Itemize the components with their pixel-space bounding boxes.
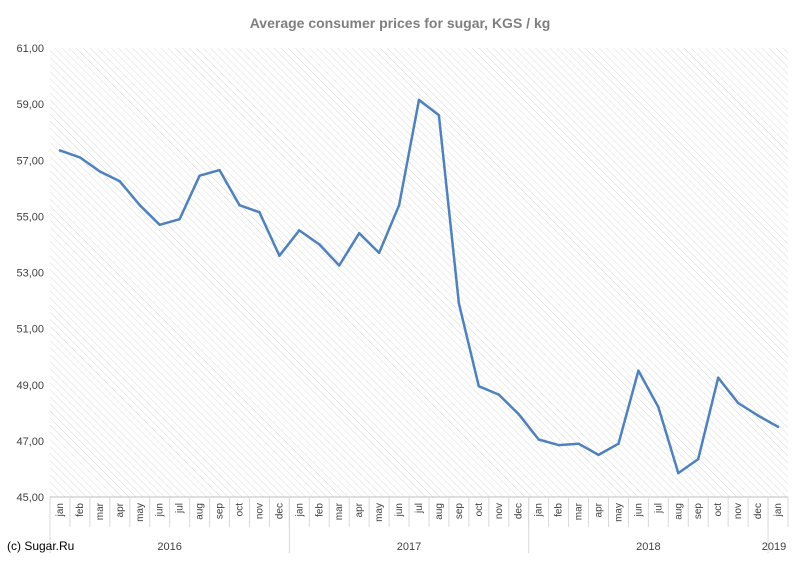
x-tick-label: jul <box>414 503 425 514</box>
data-point <box>98 170 102 173</box>
credit-label: (c) Sugar.Ru <box>7 539 74 553</box>
x-tick-label: apr <box>594 502 605 517</box>
data-point <box>477 385 480 388</box>
data-point <box>756 414 760 417</box>
year-label: 2019 <box>762 541 786 553</box>
x-tick-label: sep <box>454 503 465 520</box>
y-tick-label: 47,00 <box>16 436 44 448</box>
x-tick-label: nov <box>254 503 265 519</box>
y-tick-label: 49,00 <box>16 380 44 392</box>
x-tick-label: feb <box>75 503 86 517</box>
x-tick-label: jan <box>773 503 784 517</box>
data-point <box>557 443 560 447</box>
x-tick-label: mar <box>95 502 106 520</box>
series-lines <box>58 98 780 475</box>
year-label: 2016 <box>157 541 181 553</box>
data-point <box>358 232 361 235</box>
data-point <box>717 376 720 379</box>
chart-title: Average consumer prices for sugar, KGS /… <box>250 15 551 31</box>
data-point <box>318 243 321 246</box>
data-point <box>138 204 141 207</box>
x-tick-label: sep <box>215 503 226 520</box>
x-tick-label: jan <box>534 503 545 517</box>
data-point <box>497 393 500 396</box>
x-tick-label: may <box>613 503 624 522</box>
x-tick-label: aug <box>195 503 206 520</box>
x-tick-label: mar <box>574 502 585 520</box>
data-point <box>298 229 301 232</box>
data-point <box>437 114 441 117</box>
x-tick-label: feb <box>314 503 325 517</box>
x-tick-label: oct <box>234 503 245 517</box>
data-point <box>218 168 221 172</box>
data-point <box>198 174 201 177</box>
y-tick-label: 45,00 <box>16 492 44 504</box>
data-point <box>417 98 421 102</box>
x-tick-label: jul <box>653 503 664 514</box>
y-tick-label: 55,00 <box>16 211 44 223</box>
data-point <box>178 218 181 221</box>
y-tick-label: 53,00 <box>16 268 44 280</box>
x-tick-label: nov <box>494 503 505 519</box>
x-tick-label: may <box>374 503 385 522</box>
x-tick-label: jun <box>633 503 644 517</box>
data-point <box>617 442 620 445</box>
data-point <box>657 406 660 409</box>
x-tick-label: sep <box>693 503 704 520</box>
data-point <box>736 401 740 405</box>
data-point <box>238 204 241 207</box>
x-tick-label: apr <box>115 502 126 517</box>
x-tick-label: aug <box>434 503 445 520</box>
x-tick-label: nov <box>733 503 744 519</box>
x-tick-label: dec <box>514 503 525 519</box>
data-point <box>158 223 161 226</box>
data-point <box>537 438 540 441</box>
x-tick-label: may <box>135 503 146 522</box>
x-tick-label: oct <box>713 503 724 517</box>
data-point <box>397 204 401 207</box>
x-tick-label: dec <box>753 503 764 519</box>
x-tick-label: apr <box>354 502 365 517</box>
x-tick-label: jan <box>294 503 305 517</box>
x-axis: jan feb mar apr may jun jul aug sep oct nov dec jan f… <box>49 496 789 553</box>
data-point <box>457 302 461 305</box>
y-tick-label: 59,00 <box>16 99 44 111</box>
data-point <box>517 413 520 416</box>
x-tick-label: jan <box>55 503 66 517</box>
y-tick-label: 57,00 <box>16 155 44 167</box>
data-point <box>697 457 700 461</box>
data-point <box>278 254 281 257</box>
year-label: 2018 <box>636 541 660 553</box>
plot-area <box>50 48 788 497</box>
data-point <box>58 149 62 152</box>
x-tick-label: jun <box>394 503 405 517</box>
x-tick-label: aug <box>673 503 684 520</box>
x-tick-label: jun <box>155 503 166 517</box>
x-tick-label: jul <box>175 503 186 514</box>
data-point <box>377 251 381 255</box>
x-tick-label: feb <box>554 503 565 517</box>
data-point <box>677 471 680 475</box>
data-point <box>577 442 580 445</box>
x-tick-label: oct <box>474 503 485 517</box>
data-point <box>776 425 780 428</box>
data-point <box>637 369 640 372</box>
y-tick-label: 61,00 <box>16 43 44 55</box>
y-tick-label: 51,00 <box>16 324 44 336</box>
y-axis: 45,00 47,00 49,00 51,00 53,00 55,00 57,00 59,00… <box>16 43 44 504</box>
data-point <box>258 211 261 214</box>
data-point <box>338 264 341 267</box>
x-tick-label: dec <box>274 503 285 519</box>
year-label: 2017 <box>397 541 421 553</box>
data-point <box>78 156 82 159</box>
data-point <box>597 453 600 457</box>
x-tick-label: mar <box>334 502 345 520</box>
data-point <box>118 180 122 183</box>
